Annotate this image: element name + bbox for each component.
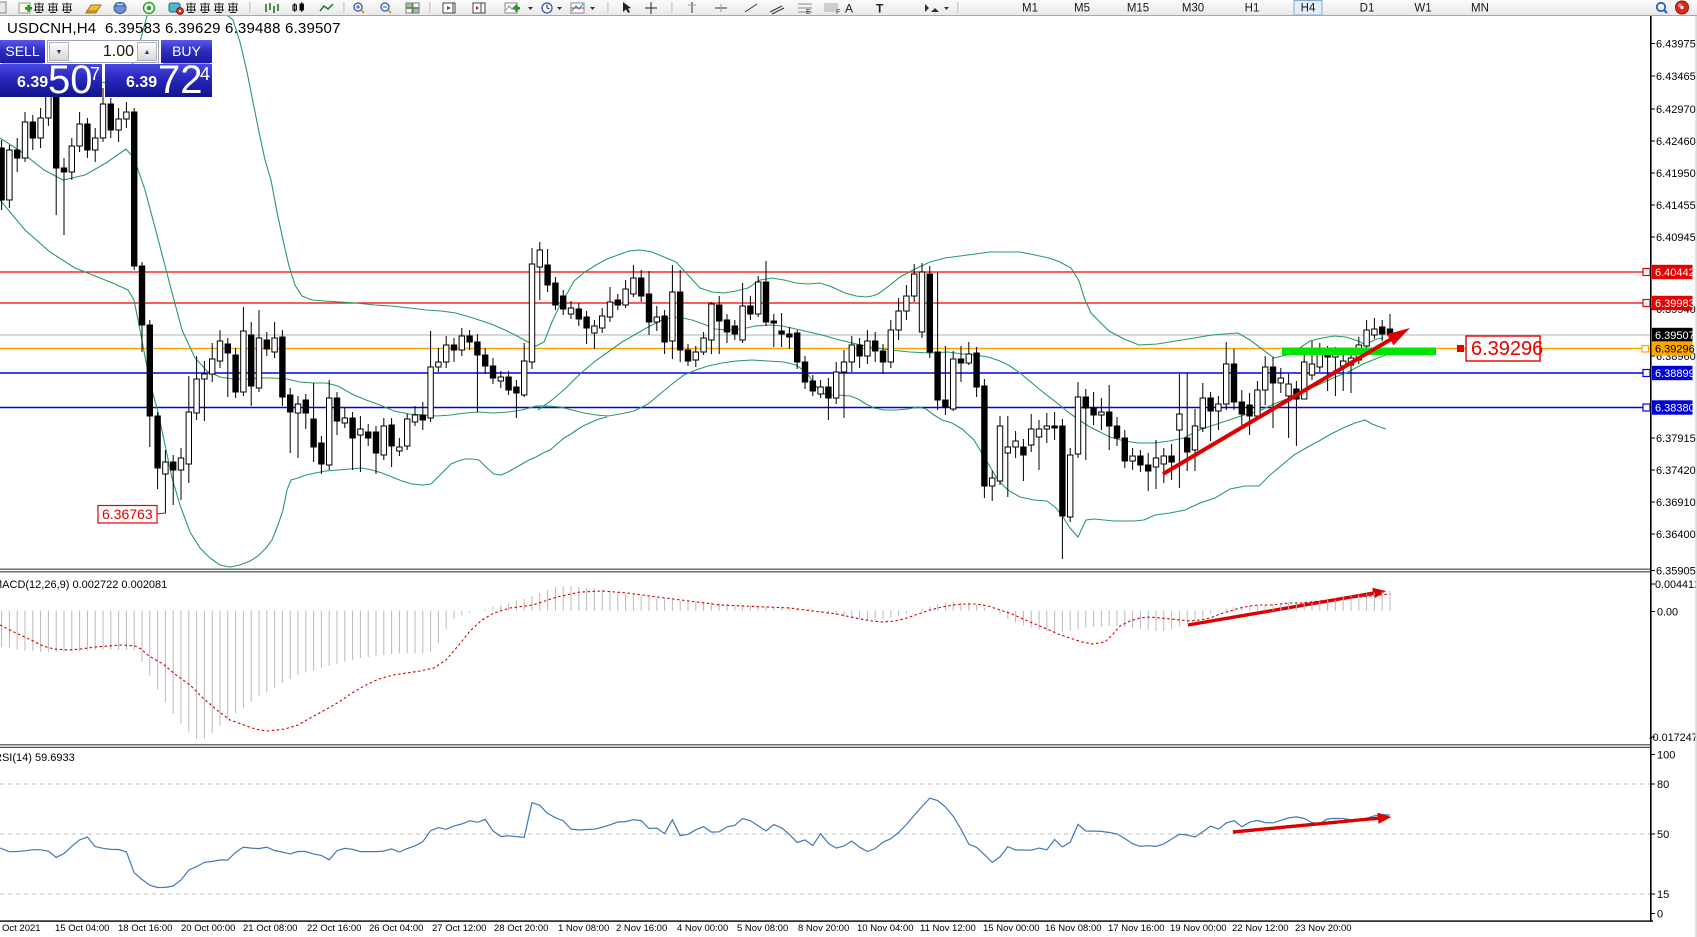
svg-text:6.41455: 6.41455 [1656, 200, 1696, 212]
svg-text:10 Nov 04:00: 10 Nov 04:00 [857, 923, 914, 934]
svg-text:6.38380: 6.38380 [1655, 403, 1695, 415]
svg-text:27 Oct 12:00: 27 Oct 12:00 [432, 923, 486, 934]
svg-text:USDCNH,H4 6.39583 6.39629 6.3: USDCNH,H4 6.39583 6.39629 6.39488 6.3950… [7, 20, 341, 37]
svg-text:21 Oct 08:00: 21 Oct 08:00 [243, 923, 297, 934]
svg-text:4 Nov 00:00: 4 Nov 00:00 [677, 923, 728, 934]
svg-text:6.39983: 6.39983 [1655, 298, 1695, 310]
svg-text:6.39507: 6.39507 [1655, 330, 1695, 342]
svg-text:15: 15 [1657, 889, 1669, 901]
svg-text:80: 80 [1657, 779, 1669, 791]
svg-text:6.43975: 6.43975 [1656, 39, 1696, 51]
svg-text:W1: W1 [1414, 3, 1431, 15]
svg-text:MN: MN [1471, 3, 1489, 15]
svg-text:H1: H1 [1245, 3, 1260, 15]
svg-text:M5: M5 [1074, 3, 1090, 15]
svg-text:8 Nov 20:00: 8 Nov 20:00 [798, 923, 849, 934]
svg-text:11 Nov 12:00: 11 Nov 12:00 [920, 923, 976, 934]
svg-text:6.43465: 6.43465 [1656, 71, 1696, 83]
svg-text:28 Oct 20:00: 28 Oct 20:00 [494, 923, 548, 934]
svg-text:18 Oct 16:00: 18 Oct 16:00 [118, 923, 172, 934]
svg-text:-0.017247: -0.017247 [1649, 732, 1697, 744]
svg-text:MACD(12,26,9) 0.002722 0.00208: MACD(12,26,9) 0.002722 0.002081 [0, 579, 167, 591]
svg-text:22 Nov 12:00: 22 Nov 12:00 [1232, 923, 1289, 934]
svg-text:6.42970: 6.42970 [1656, 104, 1696, 116]
svg-text:22 Oct 16:00: 22 Oct 16:00 [307, 923, 361, 934]
svg-text:2 Nov 16:00: 2 Nov 16:00 [616, 923, 667, 934]
svg-text:A: A [845, 2, 853, 16]
svg-text:Oct 2021: Oct 2021 [2, 923, 41, 934]
svg-text:6.40442: 6.40442 [1655, 267, 1695, 279]
svg-text:5 Nov 08:00: 5 Nov 08:00 [737, 923, 788, 934]
svg-text:T: T [876, 2, 884, 16]
svg-text:16 Nov 08:00: 16 Nov 08:00 [1045, 923, 1102, 934]
svg-text:6.39296: 6.39296 [1655, 344, 1695, 356]
svg-text:100: 100 [1657, 750, 1675, 762]
svg-text:RSI(14) 59.6933: RSI(14) 59.6933 [0, 752, 75, 764]
svg-text:M30: M30 [1182, 3, 1204, 15]
svg-text:6.41950: 6.41950 [1656, 168, 1696, 180]
svg-text:6.36910: 6.36910 [1656, 497, 1696, 509]
svg-text:1 Nov 08:00: 1 Nov 08:00 [558, 923, 609, 934]
svg-text:H4: H4 [1301, 3, 1316, 15]
svg-text:17 Nov 16:00: 17 Nov 16:00 [1108, 923, 1165, 934]
svg-text:6.37915: 6.37915 [1656, 433, 1696, 445]
svg-text:E: E [806, 9, 811, 16]
svg-text:15 Oct 04:00: 15 Oct 04:00 [55, 923, 109, 934]
svg-text:6.35905: 6.35905 [1656, 566, 1696, 578]
svg-text:M1: M1 [1022, 3, 1038, 15]
svg-text:F: F [836, 9, 840, 16]
svg-text:6.40945: 6.40945 [1656, 232, 1696, 244]
svg-text:6.37420: 6.37420 [1656, 465, 1696, 477]
svg-text:6.38899: 6.38899 [1655, 368, 1695, 380]
svg-text:15 Nov 00:00: 15 Nov 00:00 [983, 923, 1040, 934]
svg-text:6.36763: 6.36763 [102, 506, 153, 522]
svg-text:6.42460: 6.42460 [1656, 136, 1696, 148]
svg-text:26 Oct 04:00: 26 Oct 04:00 [369, 923, 423, 934]
svg-text:19 Nov 00:00: 19 Nov 00:00 [1170, 923, 1227, 934]
svg-text:20 Oct 00:00: 20 Oct 00:00 [181, 923, 235, 934]
svg-text:0.004412: 0.004412 [1655, 579, 1697, 591]
svg-text:6.36400: 6.36400 [1656, 529, 1696, 541]
svg-text:50: 50 [1657, 829, 1669, 841]
svg-text:0: 0 [1657, 909, 1663, 921]
svg-text:D1: D1 [1360, 3, 1375, 15]
svg-text:6.39296: 6.39296 [1471, 338, 1543, 360]
svg-text:M15: M15 [1127, 3, 1149, 15]
svg-text:0.00: 0.00 [1657, 607, 1678, 619]
svg-text:23 Nov 20:00: 23 Nov 20:00 [1295, 923, 1352, 934]
